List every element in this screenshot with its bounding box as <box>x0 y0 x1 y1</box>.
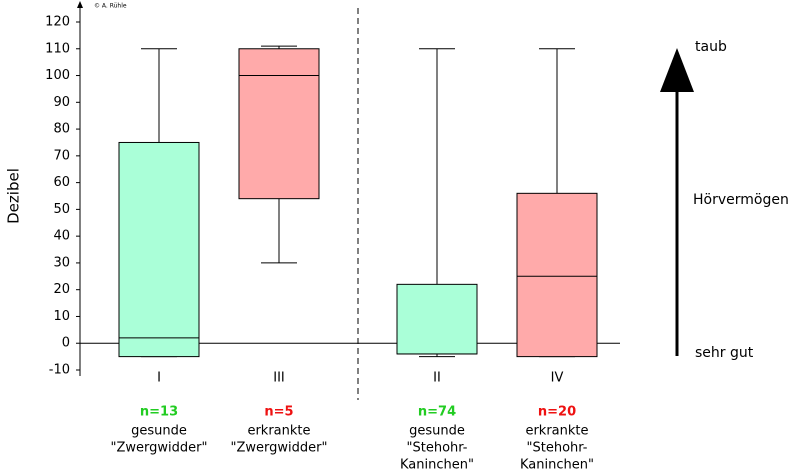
y-tick-label: 30 <box>53 255 70 270</box>
category-label: I <box>157 371 161 386</box>
y-tick-label: 60 <box>53 175 70 190</box>
y-tick-label: 120 <box>45 15 70 30</box>
description: gesunde <box>131 424 187 439</box>
y-axis-label: Dezibel <box>5 168 23 224</box>
scale-bottom: sehr gut <box>695 345 754 361</box>
y-tick-label: 80 <box>53 122 70 137</box>
y-axis-arrow <box>77 1 83 8</box>
category-label: II <box>433 371 441 386</box>
box <box>396 283 478 355</box>
description: "Zwergwidder" <box>111 441 208 456</box>
description: "Zwergwidder" <box>231 441 328 456</box>
n-label: n=20 <box>538 405 576 420</box>
y-tick-label: 50 <box>53 202 70 217</box>
y-tick-label: 20 <box>53 282 70 297</box>
credit: © A. Rühle <box>94 3 127 10</box>
category-label: IV <box>551 371 564 386</box>
n-label: n=74 <box>418 405 456 420</box>
description: "Stehohr- <box>407 441 468 456</box>
description: Kaninchen" <box>520 458 594 471</box>
description: Kaninchen" <box>400 458 474 471</box>
description: "Stehohr- <box>527 441 588 456</box>
y-tick-label: 100 <box>45 68 70 83</box>
y-tick-label: 0 <box>62 336 70 351</box>
box <box>516 192 598 358</box>
scale-arrow-head <box>660 48 694 92</box>
n-label: n=13 <box>140 405 178 420</box>
y-tick-label: 40 <box>53 229 70 244</box>
y-tick-label: 110 <box>45 41 70 56</box>
description: erkrankte <box>247 424 310 439</box>
scale-middle: Hörvermögen <box>693 192 789 208</box>
y-tick-label: 90 <box>53 95 70 110</box>
box <box>118 141 200 358</box>
box <box>238 48 320 200</box>
description: erkrankte <box>525 424 588 439</box>
n-label: n=5 <box>264 405 293 420</box>
category-label: III <box>273 371 285 386</box>
scale-top: taub <box>695 39 727 55</box>
y-tick-label: -10 <box>49 363 70 378</box>
y-tick-label: 10 <box>53 309 70 324</box>
description: gesunde <box>409 424 465 439</box>
y-tick-label: 70 <box>53 148 70 163</box>
